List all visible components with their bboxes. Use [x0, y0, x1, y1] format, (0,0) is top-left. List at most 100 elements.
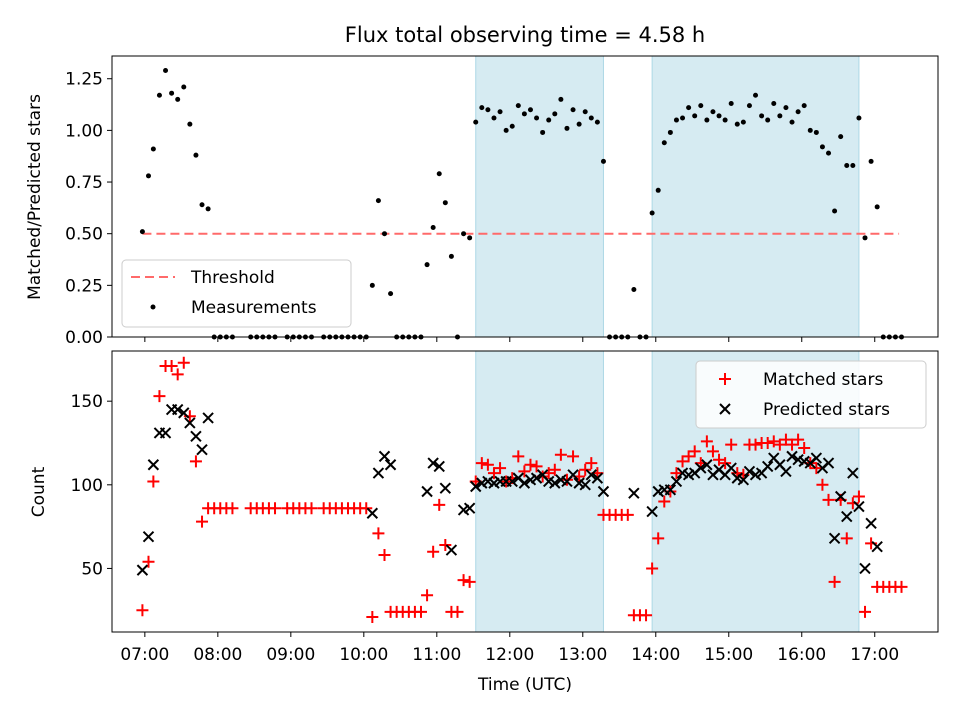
predicted-star-point — [597, 485, 610, 498]
measurement-point — [728, 101, 734, 107]
measurement-point — [765, 117, 771, 123]
matched-star-point — [567, 450, 580, 463]
top-shaded-regions — [475, 55, 860, 338]
matched-star-point — [171, 368, 184, 381]
matched-star-point — [305, 502, 318, 515]
measurement-point — [801, 103, 807, 109]
measurement-point — [655, 187, 661, 193]
measurement-point — [145, 173, 151, 179]
predicted-star-point — [780, 465, 792, 478]
measurement-point — [807, 127, 813, 133]
measurement-point — [826, 150, 832, 156]
measurement-point — [789, 119, 795, 125]
matched-star-point — [360, 502, 373, 515]
predicted-star-point — [439, 482, 452, 494]
measurement-point — [503, 127, 509, 133]
x-tick-label: 08:00 — [193, 645, 242, 665]
top-y-tick-label: 0.25 — [65, 276, 103, 296]
measurement-point — [838, 134, 844, 140]
measurement-point — [722, 117, 728, 123]
matched-star-point — [585, 457, 598, 470]
predicted-star-point — [859, 562, 871, 575]
predicted-star-point — [725, 462, 737, 474]
matched-star-point — [463, 575, 476, 588]
matched-star-point — [749, 438, 762, 451]
measurement-point — [862, 235, 868, 241]
legend-predicted-label: Predicted stars — [763, 400, 890, 420]
measurement-point — [740, 119, 746, 125]
measurement-point — [509, 123, 515, 129]
x-tick-label: 15:00 — [704, 645, 753, 665]
measurement-point — [527, 107, 533, 113]
measurement-point — [746, 103, 752, 109]
predicted-star-point — [171, 403, 184, 416]
matched-star-point — [524, 458, 537, 471]
shaded-interval-0 — [475, 350, 604, 633]
predicted-star-point — [202, 412, 214, 424]
matched-star-point — [196, 515, 209, 528]
predicted-star-point — [865, 517, 877, 529]
measurement-point — [436, 171, 442, 177]
matched-star-point — [177, 356, 190, 369]
predicted-star-point — [664, 484, 677, 496]
matched-star-point — [719, 457, 732, 470]
matched-star-point — [427, 545, 440, 558]
matched-star-point — [512, 450, 525, 463]
predicted-star-point — [828, 532, 841, 545]
measurement-point — [783, 105, 789, 111]
top-y-tick-label: 0.50 — [65, 225, 103, 245]
measurement-point — [442, 200, 448, 206]
measurement-point — [819, 144, 825, 150]
measurement-point — [686, 105, 692, 111]
predicted-star-point — [147, 459, 160, 471]
predicted-star-point — [810, 452, 823, 464]
matched-star-point — [676, 455, 689, 468]
figure-title: Flux total observing time = 4.58 h — [345, 23, 705, 47]
measurement-point — [139, 229, 145, 235]
measurement-point — [515, 103, 521, 109]
measurement-point — [552, 111, 558, 117]
matched-star-point — [457, 574, 470, 587]
bottom-y-tick-label: 150 — [71, 392, 103, 412]
bottom-xlabel: Time (UTC) — [477, 675, 572, 695]
x-tick-label: 14:00 — [631, 645, 680, 665]
top-ylabel: Matched/Predicted stars — [25, 94, 45, 300]
matched-star-point — [640, 609, 653, 622]
measurement-point — [564, 125, 570, 131]
shaded-interval-0 — [475, 55, 604, 338]
top-y-tick-label: 0.75 — [65, 173, 103, 193]
predicted-star-point — [142, 530, 155, 543]
predicted-star-point — [695, 462, 707, 474]
measurement-point — [375, 198, 381, 204]
matched-star-point — [439, 539, 452, 552]
predicted-star-point — [822, 457, 835, 469]
matched-star-point — [792, 433, 805, 446]
measurement-point — [704, 117, 710, 123]
measurement-point — [576, 121, 582, 127]
predicted-star-point — [463, 502, 476, 514]
predicted-star-point — [433, 460, 445, 473]
measurement-point — [777, 113, 783, 119]
matched-star-point — [494, 462, 507, 475]
measurement-point — [485, 107, 491, 113]
bottom-y-tick-label: 50 — [81, 559, 103, 579]
predicted-star-point — [847, 467, 859, 479]
matched-star-point — [621, 508, 634, 521]
x-tick-label: 13:00 — [558, 645, 607, 665]
matched-star-point — [554, 448, 567, 461]
bottom-legend: Matched stars Predicted stars — [695, 360, 927, 429]
matched-star-point — [560, 473, 573, 486]
measurement-point — [582, 109, 588, 115]
measurement-point — [631, 286, 637, 292]
predicted-star-point — [190, 430, 202, 443]
measurement-point — [850, 163, 856, 169]
measurement-point — [868, 158, 874, 164]
predicted-star-point — [184, 417, 196, 429]
legend-matched-swatch — [719, 373, 731, 385]
matched-star-point — [725, 438, 738, 451]
predicted-star-point — [427, 457, 439, 469]
measurement-point — [424, 262, 430, 268]
matched-star-point — [652, 532, 665, 545]
measurement-point — [163, 67, 169, 73]
